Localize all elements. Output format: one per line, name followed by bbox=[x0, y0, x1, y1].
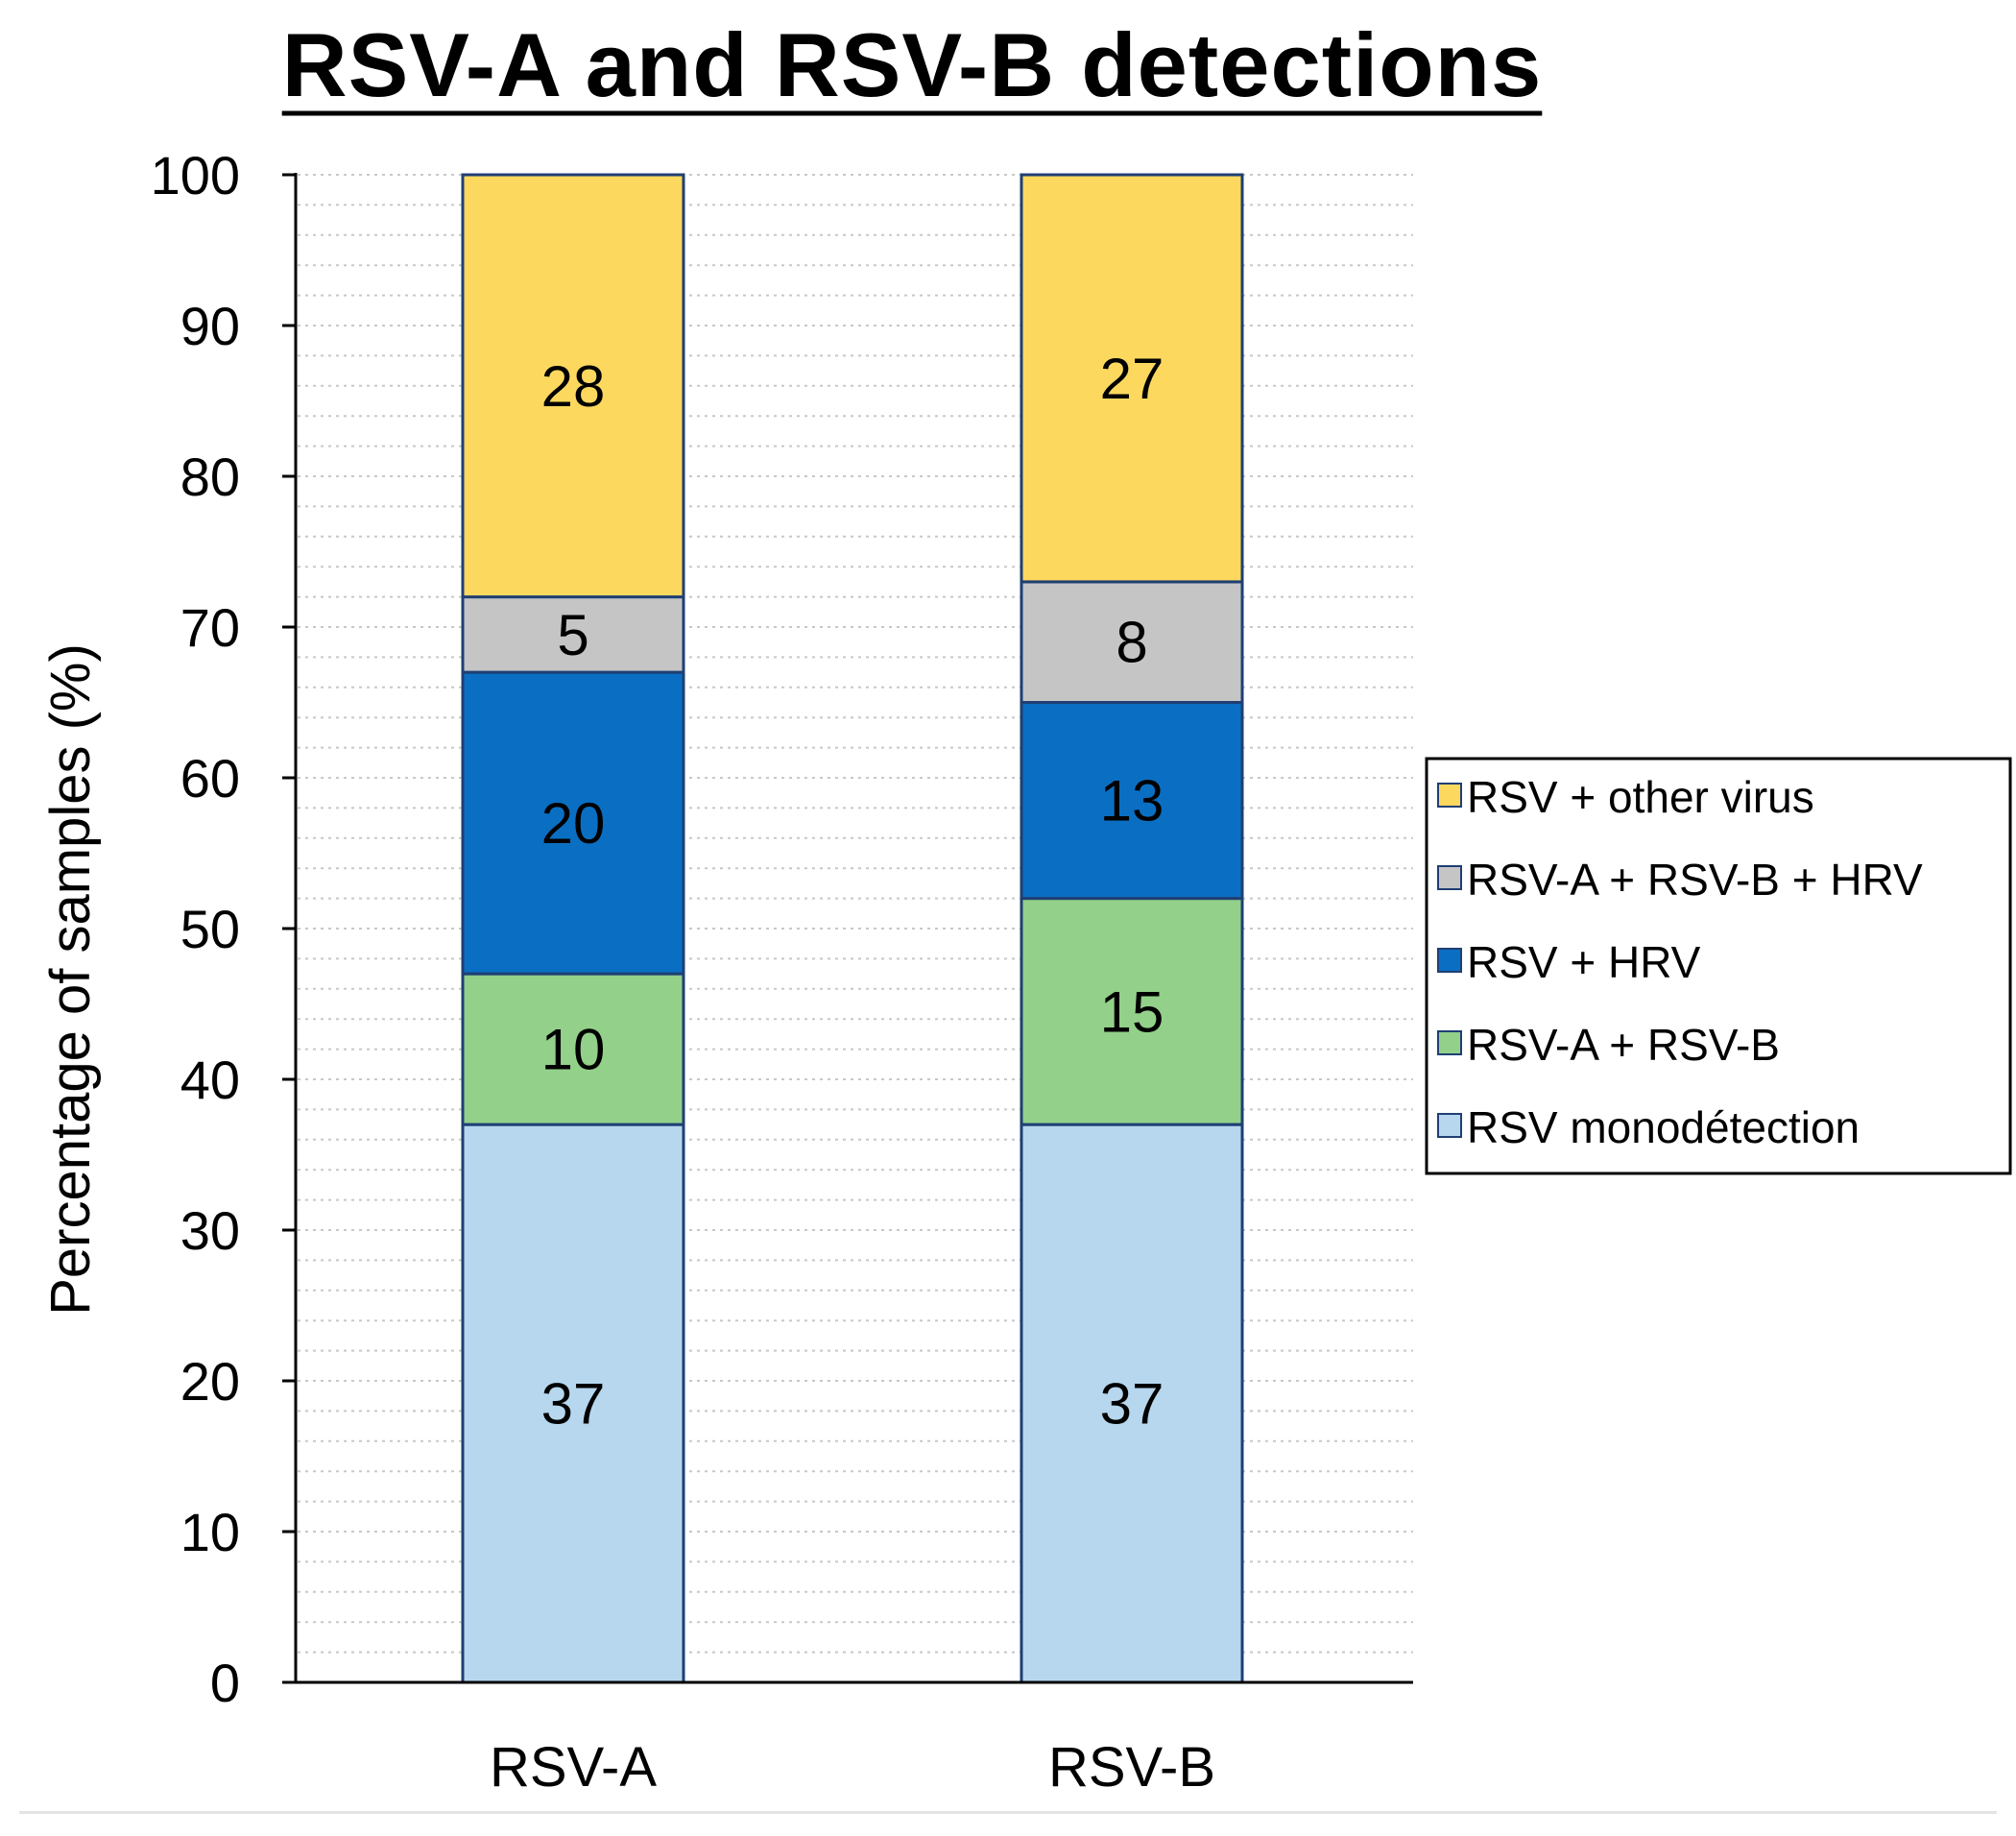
bottom-divider bbox=[19, 1811, 1997, 1814]
bar-segment bbox=[461, 173, 685, 599]
legend-swatch bbox=[1437, 865, 1462, 890]
legend-label: RSV monodétection bbox=[1467, 1102, 1860, 1152]
legend-label: RSV + HRV bbox=[1467, 937, 1701, 987]
bar-segment bbox=[461, 670, 685, 976]
bar-segment bbox=[461, 972, 685, 1126]
y-tick-label: 20 bbox=[180, 1351, 240, 1412]
bars: 37 10 20 5 28 37 15 13 8 27 bbox=[461, 173, 1244, 1684]
x-category-label: RSV-A bbox=[490, 1736, 657, 1799]
bar-segment bbox=[1020, 897, 1244, 1126]
data-label: 37 bbox=[1100, 1372, 1164, 1437]
data-label: 10 bbox=[541, 1018, 606, 1082]
bar-segment bbox=[461, 1123, 685, 1684]
y-axis-title: Percentage of samples (%) bbox=[39, 643, 102, 1316]
data-label: 20 bbox=[541, 791, 606, 856]
legend-label: RSV-A + RSV-B bbox=[1467, 1020, 1780, 1070]
legend-swatch bbox=[1437, 783, 1462, 808]
y-tick-label: 10 bbox=[180, 1502, 240, 1562]
legend-box bbox=[1425, 757, 2012, 1175]
legend-label: RSV + other virus bbox=[1467, 772, 1814, 822]
data-label: 28 bbox=[541, 354, 606, 419]
legend-swatch bbox=[1437, 1030, 1462, 1055]
y-tick-label: 30 bbox=[180, 1200, 240, 1261]
y-tick-label: 70 bbox=[180, 597, 240, 658]
data-label: 37 bbox=[541, 1372, 606, 1437]
bar-segment bbox=[1020, 173, 1244, 584]
legend-label: RSV-A + RSV-B + HRV bbox=[1467, 855, 1923, 905]
data-label: 8 bbox=[1116, 611, 1147, 675]
bar-segment bbox=[1020, 701, 1244, 901]
y-tick-label: 100 bbox=[151, 145, 240, 205]
legend-swatch bbox=[1437, 948, 1462, 973]
y-tick-label: 0 bbox=[210, 1653, 240, 1713]
bar-segment bbox=[1020, 580, 1244, 705]
bar-segment bbox=[1020, 1123, 1244, 1684]
legend: RSV + other virus RSV-A + RSV-B + HRV RSV … bbox=[1425, 757, 2012, 1175]
y-tick-label: 60 bbox=[180, 748, 240, 809]
axes: 0 10 20 30 40 50 60 70 80 90 100 RSV-A RSV-B bbox=[151, 145, 1413, 1799]
data-label: 15 bbox=[1100, 979, 1164, 1044]
data-label: 5 bbox=[557, 603, 588, 667]
data-label: 13 bbox=[1100, 769, 1164, 833]
legend-swatch bbox=[1437, 1113, 1462, 1138]
y-tick-label: 50 bbox=[180, 899, 240, 959]
data-label: 27 bbox=[1100, 347, 1164, 411]
chart-title: RSV-A and RSV-B detections bbox=[282, 14, 1543, 115]
y-tick-label: 90 bbox=[180, 296, 240, 356]
x-category-label: RSV-B bbox=[1048, 1736, 1215, 1799]
y-tick-label: 80 bbox=[180, 447, 240, 507]
y-tick-label: 40 bbox=[180, 1050, 240, 1110]
